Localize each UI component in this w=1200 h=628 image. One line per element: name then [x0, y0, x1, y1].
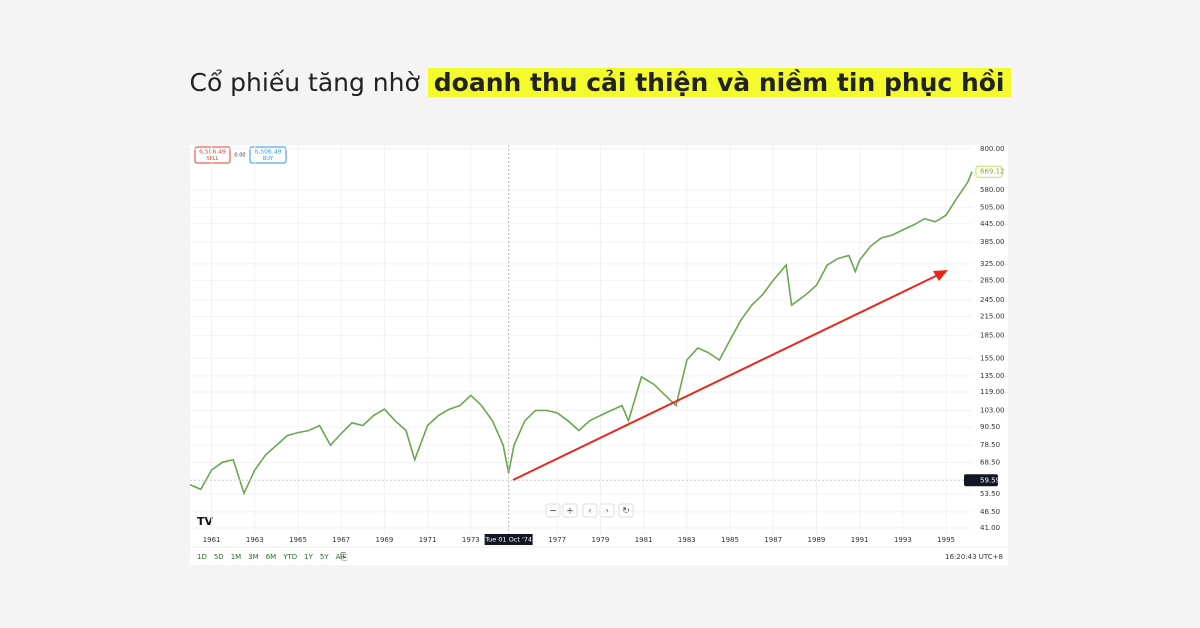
range-button[interactable]: 1Y — [304, 553, 313, 561]
x-tick-label: 1961 — [203, 536, 221, 544]
y-tick-label: 68.50 — [980, 458, 1000, 466]
trend-arrow-head — [933, 270, 948, 281]
y-tick-label: 215.00 — [980, 313, 1005, 321]
y-tick-label: 325.00 — [980, 260, 1005, 268]
x-tick-label: 1991 — [851, 536, 869, 544]
x-tick-label: 1981 — [635, 536, 653, 544]
price-line — [189, 171, 973, 496]
y-tick-label: 135.00 — [980, 372, 1005, 380]
series-layer — [189, 145, 973, 535]
headline-text: Cổ phiếu tăng nhờ — [189, 68, 420, 97]
x-tick-label: 1995 — [937, 536, 955, 544]
y-tick-label: 53.50 — [980, 490, 1000, 498]
sell-price: 6,506.49 — [199, 149, 226, 156]
x-tick-label: 1983 — [678, 536, 696, 544]
zoom-controls: − + ‹ › ↻ — [545, 503, 634, 518]
y-tick-label: 78.50 — [980, 441, 1000, 449]
sell-label: SELL — [207, 156, 219, 162]
y-tick-label: 800.00 — [980, 145, 1005, 153]
sell-button[interactable] — [194, 146, 231, 164]
spread: 0.00 — [234, 153, 245, 159]
x-tick-label: 1963 — [246, 536, 264, 544]
y-tick-label: 41.00 — [980, 524, 1000, 532]
x-tick-label: 1989 — [808, 536, 826, 544]
x-tick-label: 1969 — [376, 536, 394, 544]
y-tick-label: 580.00 — [980, 186, 1005, 194]
crosshair-y-label: 59.59 — [980, 476, 1000, 484]
reset[interactable] — [618, 503, 634, 518]
y-tick-label: 103.00 — [980, 406, 1005, 414]
x-tick-label: 1993 — [894, 536, 912, 544]
x-tick-label: 1987 — [764, 536, 782, 544]
x-tick-label: 1971 — [419, 536, 437, 544]
x-tick-label: 1977 — [548, 536, 566, 544]
range-button[interactable]: YTD — [282, 553, 297, 561]
crosshair-x-box — [484, 534, 533, 545]
x-tick-label: 1973 — [462, 536, 480, 544]
buy-label: BUY — [263, 156, 274, 162]
headline: Cổ phiếu tăng nhờ doanh thu cải thiện và… — [0, 62, 1200, 103]
range-button[interactable]: 5D — [214, 553, 224, 561]
trend-arrow — [512, 273, 941, 481]
compare-icon[interactable]: ⎘ — [340, 553, 347, 563]
crosshair-y-box — [964, 474, 998, 487]
y-tick-label: 505.00 — [980, 204, 1005, 212]
clock: 16:20:43 UTC+8 — [945, 553, 1003, 561]
y-tick-label: 90.50 — [980, 423, 1000, 431]
y-tick-label: 185.00 — [980, 332, 1005, 340]
y-tick-label: 46.50 — [980, 508, 1000, 516]
x-tick-label: 1965 — [289, 536, 307, 544]
range-button[interactable]: 5Y — [320, 553, 329, 561]
scroll-left[interactable] — [582, 503, 598, 518]
x-tick-label: 1985 — [721, 536, 739, 544]
x-tick-label: 1979 — [592, 536, 610, 544]
crosshair-x-label: Tue 01 Oct '74 — [484, 536, 532, 544]
buy-price: 6,506.49 — [255, 149, 282, 156]
y-tick-label: 385.00 — [980, 238, 1005, 246]
y-tick-label: 155.00 — [980, 354, 1005, 362]
range-button[interactable]: 1D — [197, 553, 207, 561]
logo: TV — [197, 515, 214, 528]
zoom-out[interactable] — [545, 503, 561, 518]
last-price-box — [975, 165, 1003, 178]
chart-panel — [190, 145, 1008, 565]
zoom-in[interactable] — [562, 503, 578, 518]
range-button[interactable]: 6M — [266, 553, 277, 561]
range-button[interactable]: 3M — [248, 553, 259, 561]
y-tick-label: 119.00 — [980, 388, 1005, 396]
y-tick-label: 285.00 — [980, 277, 1005, 285]
range-button[interactable]: 1M — [231, 553, 242, 561]
buy-button[interactable] — [249, 146, 287, 164]
range-button[interactable]: All — [336, 553, 345, 561]
x-tick-label: 1967 — [332, 536, 350, 544]
y-tick-label: 445.00 — [980, 220, 1005, 228]
y-tick-label: 245.00 — [980, 296, 1005, 304]
headline-highlight: doanh thu cải thiện và niềm tin phục hồi — [427, 68, 1011, 97]
last-price-label: 669.12 — [980, 168, 1005, 176]
